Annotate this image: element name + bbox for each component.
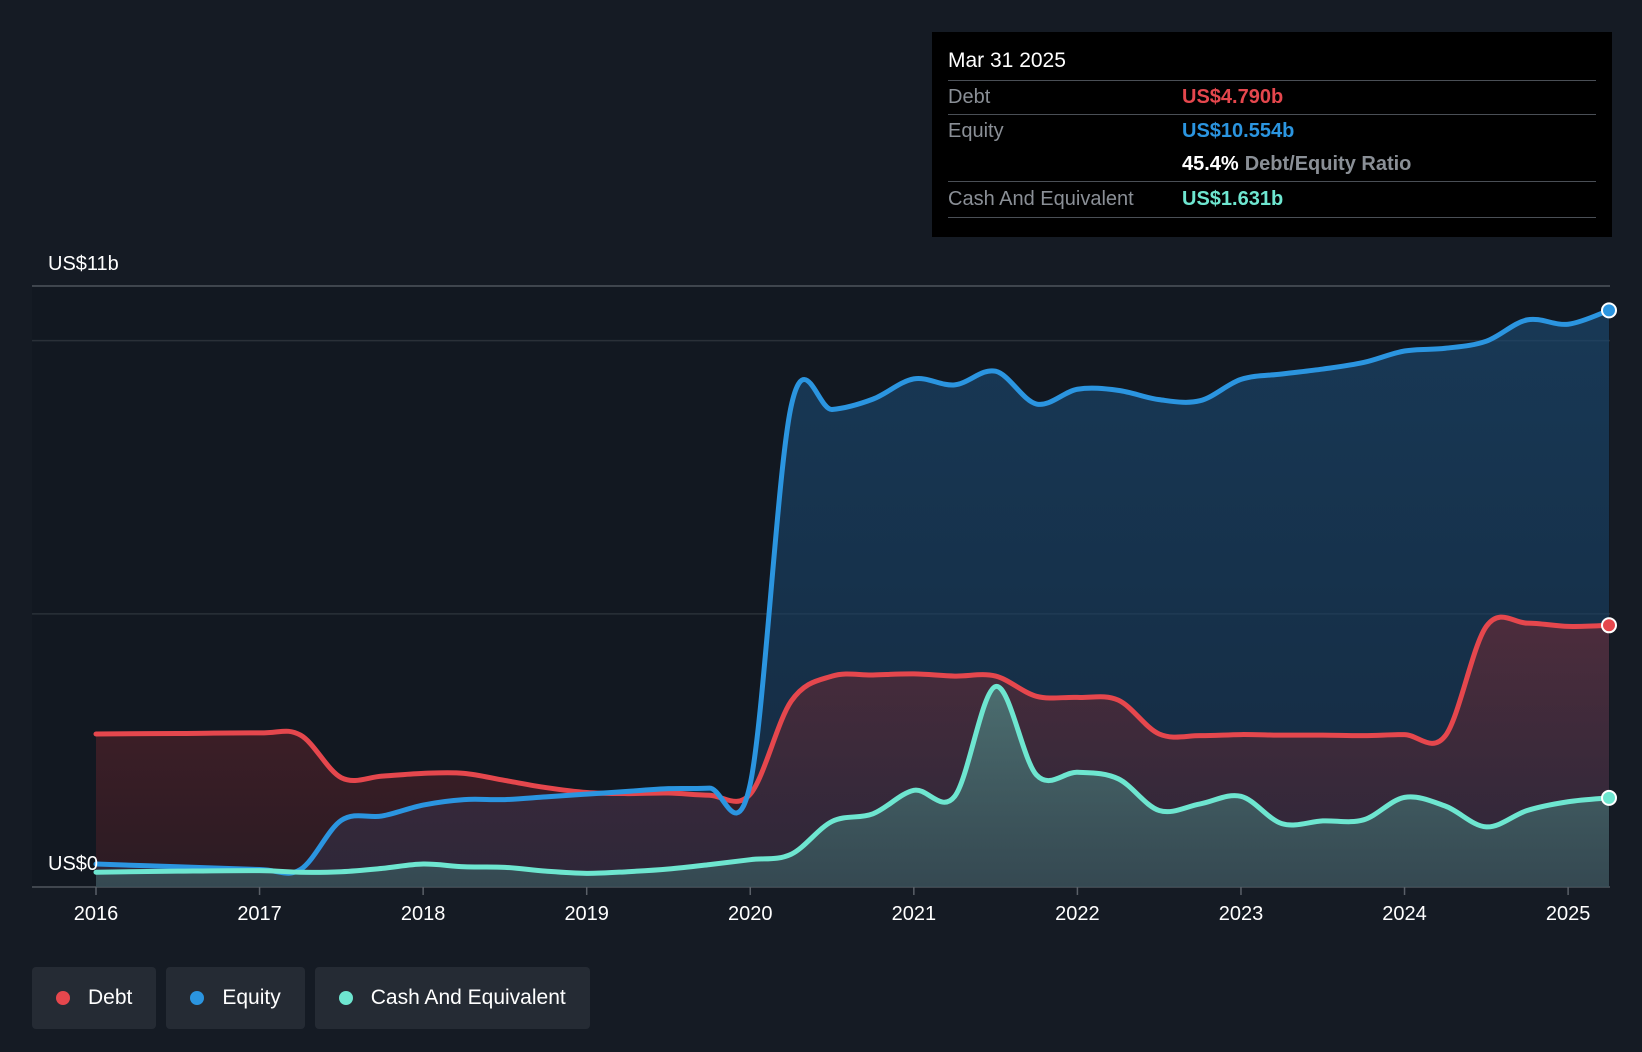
debt-dot-icon (56, 991, 70, 1005)
x-tick-label: 2019 (564, 903, 609, 925)
tooltip-cash-label: Cash And Equivalent (948, 188, 1134, 210)
tooltip-equity-row: Equity US$10.554b (948, 114, 1596, 148)
equity-dot-icon (190, 991, 205, 1005)
tooltip-equity-value: US$10.554b (1182, 120, 1295, 142)
tooltip-ratio-label: Debt/Equity Ratio (1244, 153, 1412, 175)
debt-end-marker[interactable] (1601, 617, 1617, 634)
tooltip-debt-row: Debt US$4.790b (948, 80, 1596, 114)
cash-area (96, 686, 1609, 887)
x-tick-label: 2017 (237, 903, 282, 925)
debt-line (93, 614, 1612, 804)
equity-line (93, 307, 1612, 876)
cash-line (93, 683, 1612, 876)
y-axis-min-label: US$0 (48, 853, 98, 875)
tooltip-cash-value: US$1.631b (1182, 188, 1284, 210)
x-tick-label: 2025 (1546, 903, 1591, 925)
legend-label-equity: Equity (222, 986, 281, 1009)
cash-end-marker[interactable] (1601, 789, 1617, 806)
tooltip-ratio-value: 45.4% (1182, 153, 1239, 175)
cash-dot-icon (338, 991, 353, 1005)
legend-item-debt[interactable]: Debt (32, 967, 157, 1029)
x-tick-label: 2021 (892, 903, 937, 925)
tooltip-cash-row: Cash And Equivalent US$1.631b (948, 181, 1596, 218)
x-tick-label: 2022 (1055, 903, 1100, 925)
x-tick-label: 2016 (74, 903, 119, 925)
tooltip-debt-label: Debt (948, 86, 991, 108)
legend-label-cash: Cash And Equivalent (370, 986, 566, 1009)
x-tick-label: 2023 (1219, 903, 1264, 925)
x-tick-label: 2020 (728, 903, 773, 925)
x-tick-label: 2024 (1382, 903, 1427, 925)
chart-legend: Debt Equity Cash And Equivalent (32, 967, 590, 1029)
legend-item-equity[interactable]: Equity (166, 967, 305, 1029)
tooltip-date: Mar 31 2025 (948, 49, 1066, 72)
x-tick-label: 2018 (401, 903, 446, 925)
tooltip-debt-value: US$4.790b (1182, 86, 1284, 108)
tooltip-panel: Mar 31 2025 Debt US$4.790b Equity US$10.… (932, 32, 1612, 237)
tooltip-ratio-row: 45.4% Debt/Equity Ratio (948, 148, 1596, 181)
legend-label-debt: Debt (88, 986, 133, 1009)
tooltip-equity-label: Equity (948, 120, 1004, 142)
y-axis-max-label: US$11b (48, 253, 119, 275)
legend-item-cash[interactable]: Cash And Equivalent (314, 967, 590, 1029)
equity-end-marker[interactable] (1601, 302, 1617, 319)
